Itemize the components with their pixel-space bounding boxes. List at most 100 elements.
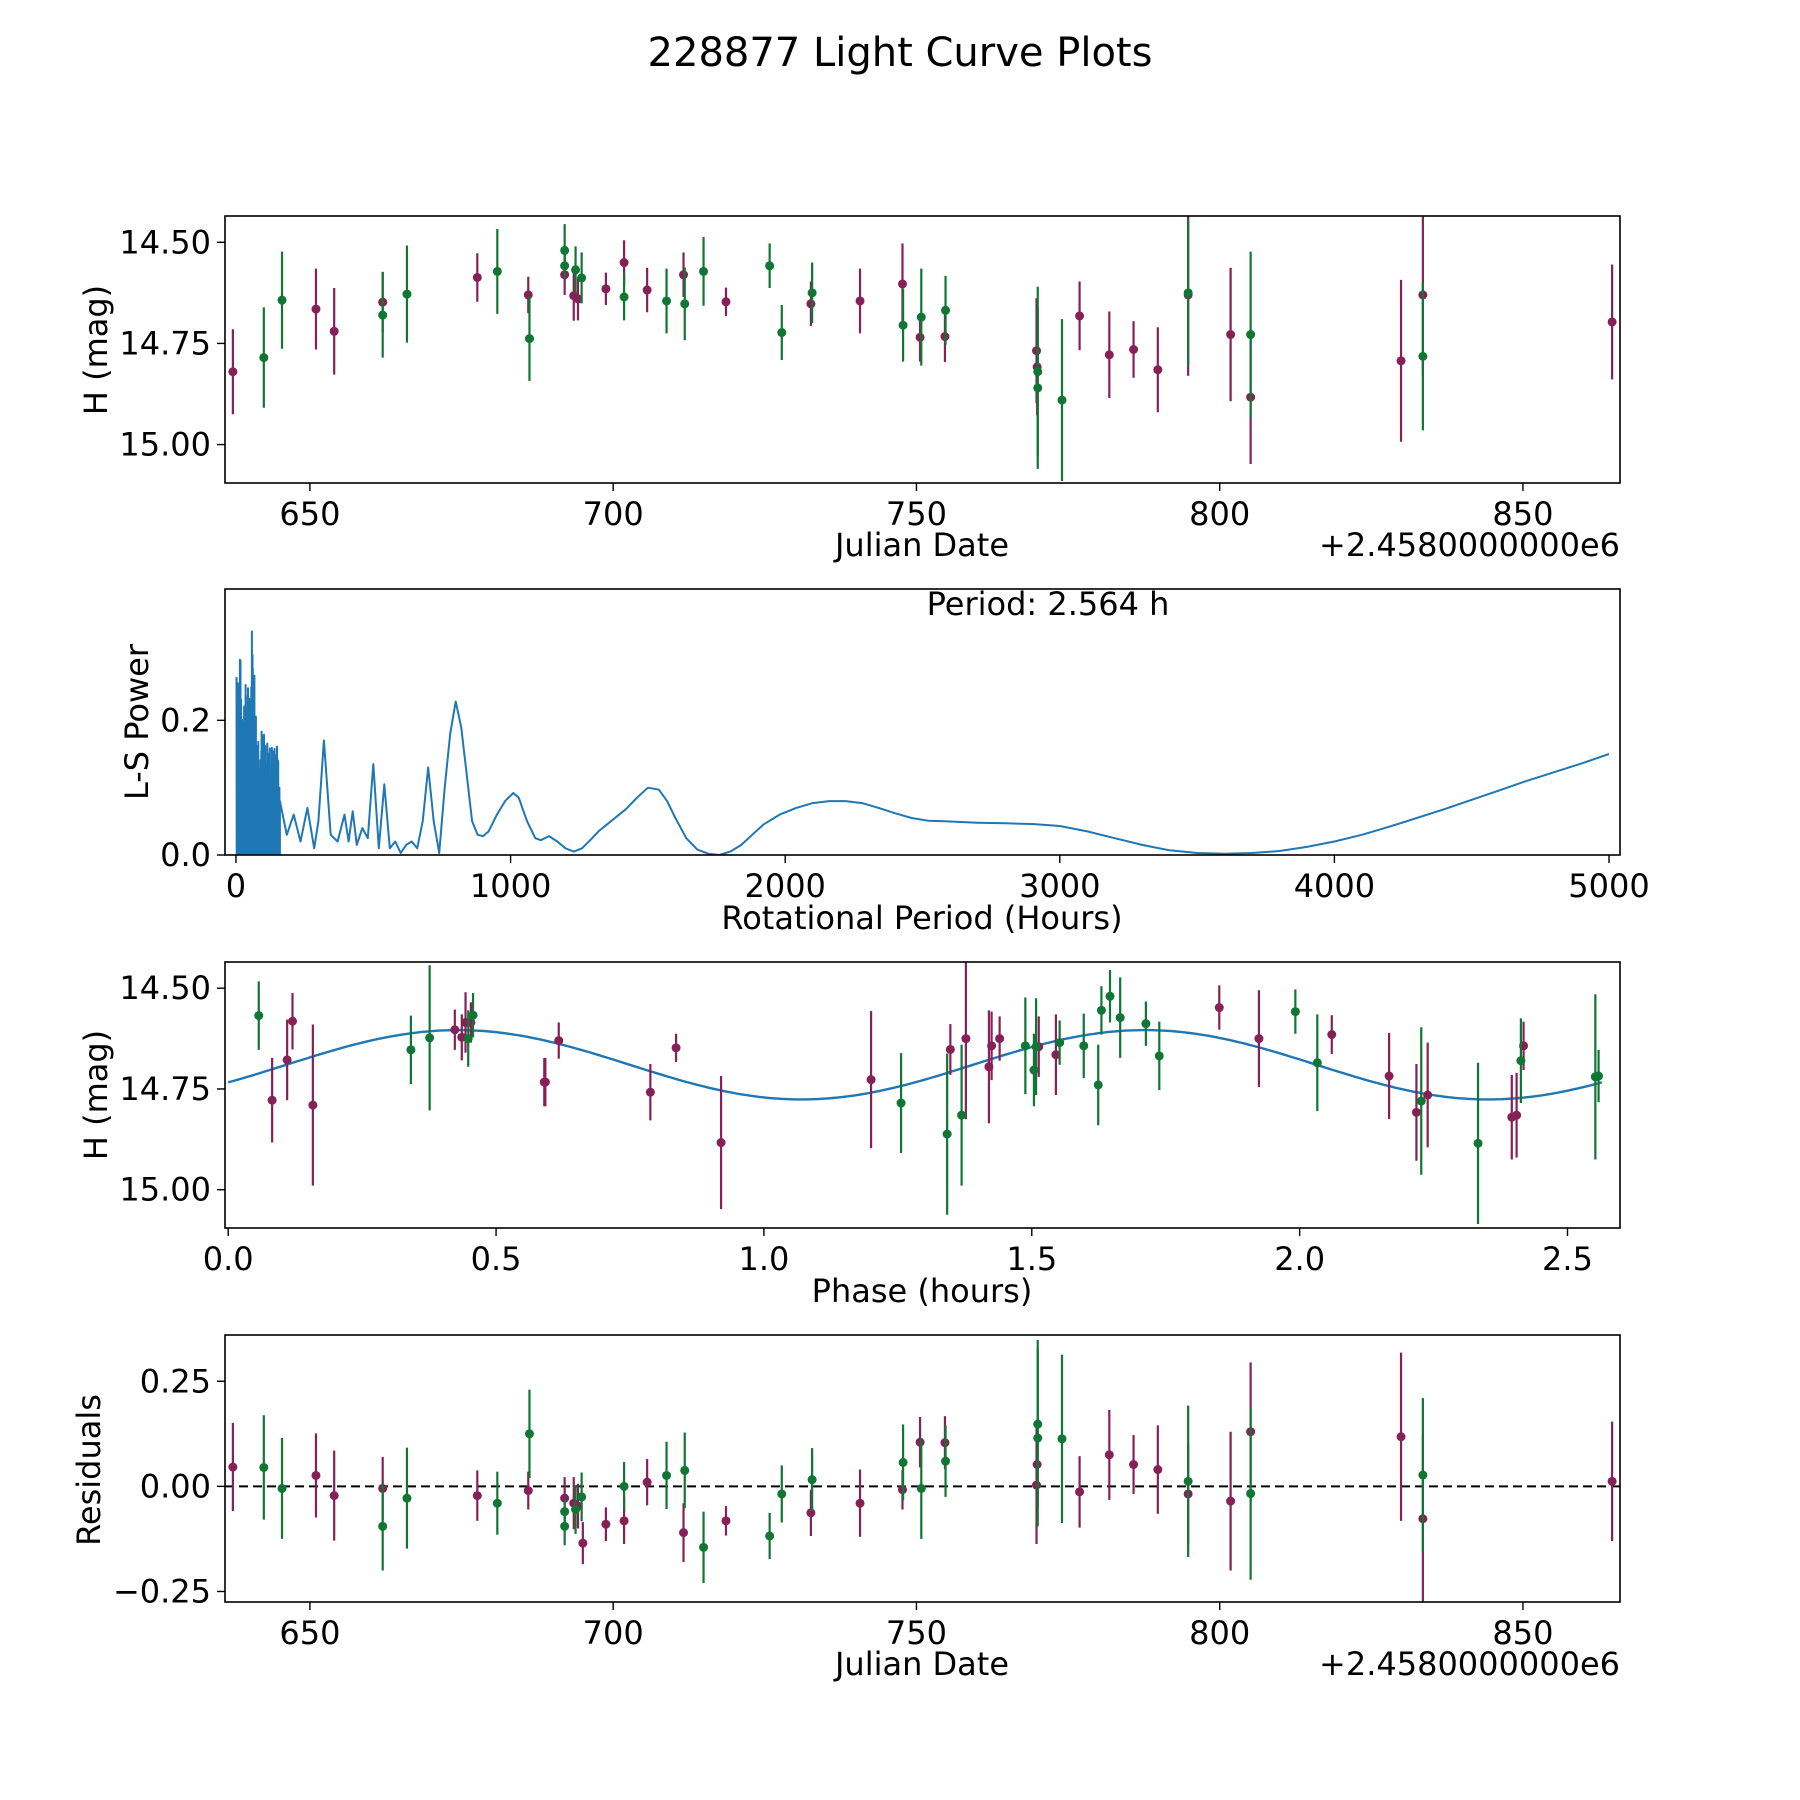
data-marker [1055,1038,1065,1048]
data-marker [671,1043,681,1053]
data-marker [1183,288,1193,298]
data-marker [277,295,287,305]
x-tick-label: 850 [1492,1614,1553,1652]
data-point [777,1465,787,1523]
data-marker [1153,365,1163,375]
residuals-offset-text: +2.4580000000e6 [1319,1645,1620,1683]
data-point [1051,1014,1061,1095]
data-point [1057,1354,1067,1523]
y-tick-label: 14.75 [119,1070,211,1108]
data-point [450,1009,460,1050]
data-marker [329,326,339,336]
data-marker [699,266,709,276]
x-tick-label: 650 [279,1614,340,1652]
data-point [1104,1409,1114,1500]
data-marker [425,1033,435,1043]
data-point [679,1503,689,1563]
data-point [1411,1063,1421,1161]
data-marker [855,1498,865,1508]
data-marker [942,1129,952,1139]
data-point [378,272,388,358]
data-marker [601,284,611,294]
y-tick-label: 0.25 [140,1362,211,1400]
residuals-ylabel: Residuals [70,1394,108,1546]
data-marker [1115,1013,1125,1023]
data-marker [1154,1051,1164,1061]
data-point [916,1438,926,1539]
periodogram-yticks: 0.0 0.2 [160,701,225,874]
data-point [402,245,412,343]
data-marker [254,1011,264,1021]
data-point [1246,251,1256,418]
data-point [1473,1062,1483,1224]
data-point [1418,1398,1428,1552]
data-point [1183,1405,1193,1558]
data-point [1384,1032,1394,1120]
data-marker [1033,1433,1043,1443]
data-marker [402,289,412,299]
data-point [1183,220,1193,366]
data-point [679,252,689,297]
data-marker [492,266,502,276]
data-marker [1396,356,1406,366]
data-point [463,1010,473,1067]
data-marker [1312,1058,1322,1068]
data-marker [915,1437,925,1447]
residuals-plot-area [225,1340,1620,1602]
data-point [601,1507,611,1542]
data-marker [472,272,482,282]
data-point [896,1053,906,1154]
data-marker [402,1493,412,1503]
data-marker [228,1462,238,1472]
data-point [329,288,339,375]
data-point [228,329,238,415]
data-point [1607,1421,1617,1542]
data-point [716,1076,726,1210]
data-marker [571,1504,581,1514]
x-tick-label: 1000 [470,867,551,905]
data-marker [1153,1465,1163,1475]
data-point [645,1063,655,1121]
data-marker [560,1493,570,1503]
data-marker [228,367,238,377]
data-marker [642,285,652,295]
data-point [277,1438,287,1539]
data-point [1079,1013,1089,1079]
x-tick-label: 800 [1189,495,1250,533]
data-marker [259,353,269,363]
series-band_b [259,1340,1428,1584]
data-point [259,307,269,408]
data-point [680,267,690,341]
residuals-frame [224,1334,1621,1603]
data-point [995,1016,1005,1061]
data-point [1226,267,1236,402]
data-marker [468,1010,478,1020]
lightcurve-panel: 650 700 750 800 850 15.00 14.75 14.50 Julian D… [77,215,1621,564]
x-tick-label: 3000 [1019,867,1100,905]
data-marker [523,290,533,300]
data-point [554,1022,564,1059]
data-marker [577,1492,587,1502]
data-point [425,965,435,1111]
data-marker [1246,1489,1256,1499]
data-point [721,1506,731,1536]
data-point [311,1433,321,1518]
data-point [898,288,908,362]
data-point [806,1489,816,1536]
data-marker [807,288,817,298]
data-marker [619,1481,629,1491]
data-point [1226,1431,1236,1571]
data-point [941,275,951,345]
data-point [492,1471,502,1535]
data-point [1105,970,1115,1023]
data-marker [619,1516,629,1526]
periodogram-annotation: Period: 2.564 h [927,585,1170,623]
data-point [855,1469,865,1537]
data-point [1096,986,1106,1035]
data-point [1075,1456,1085,1528]
data-point [1607,264,1617,380]
data-point [765,1512,775,1560]
figure-title: 228877 Light Curve Plots [648,30,1153,76]
data-marker [680,299,690,309]
data-point [1129,1435,1139,1494]
